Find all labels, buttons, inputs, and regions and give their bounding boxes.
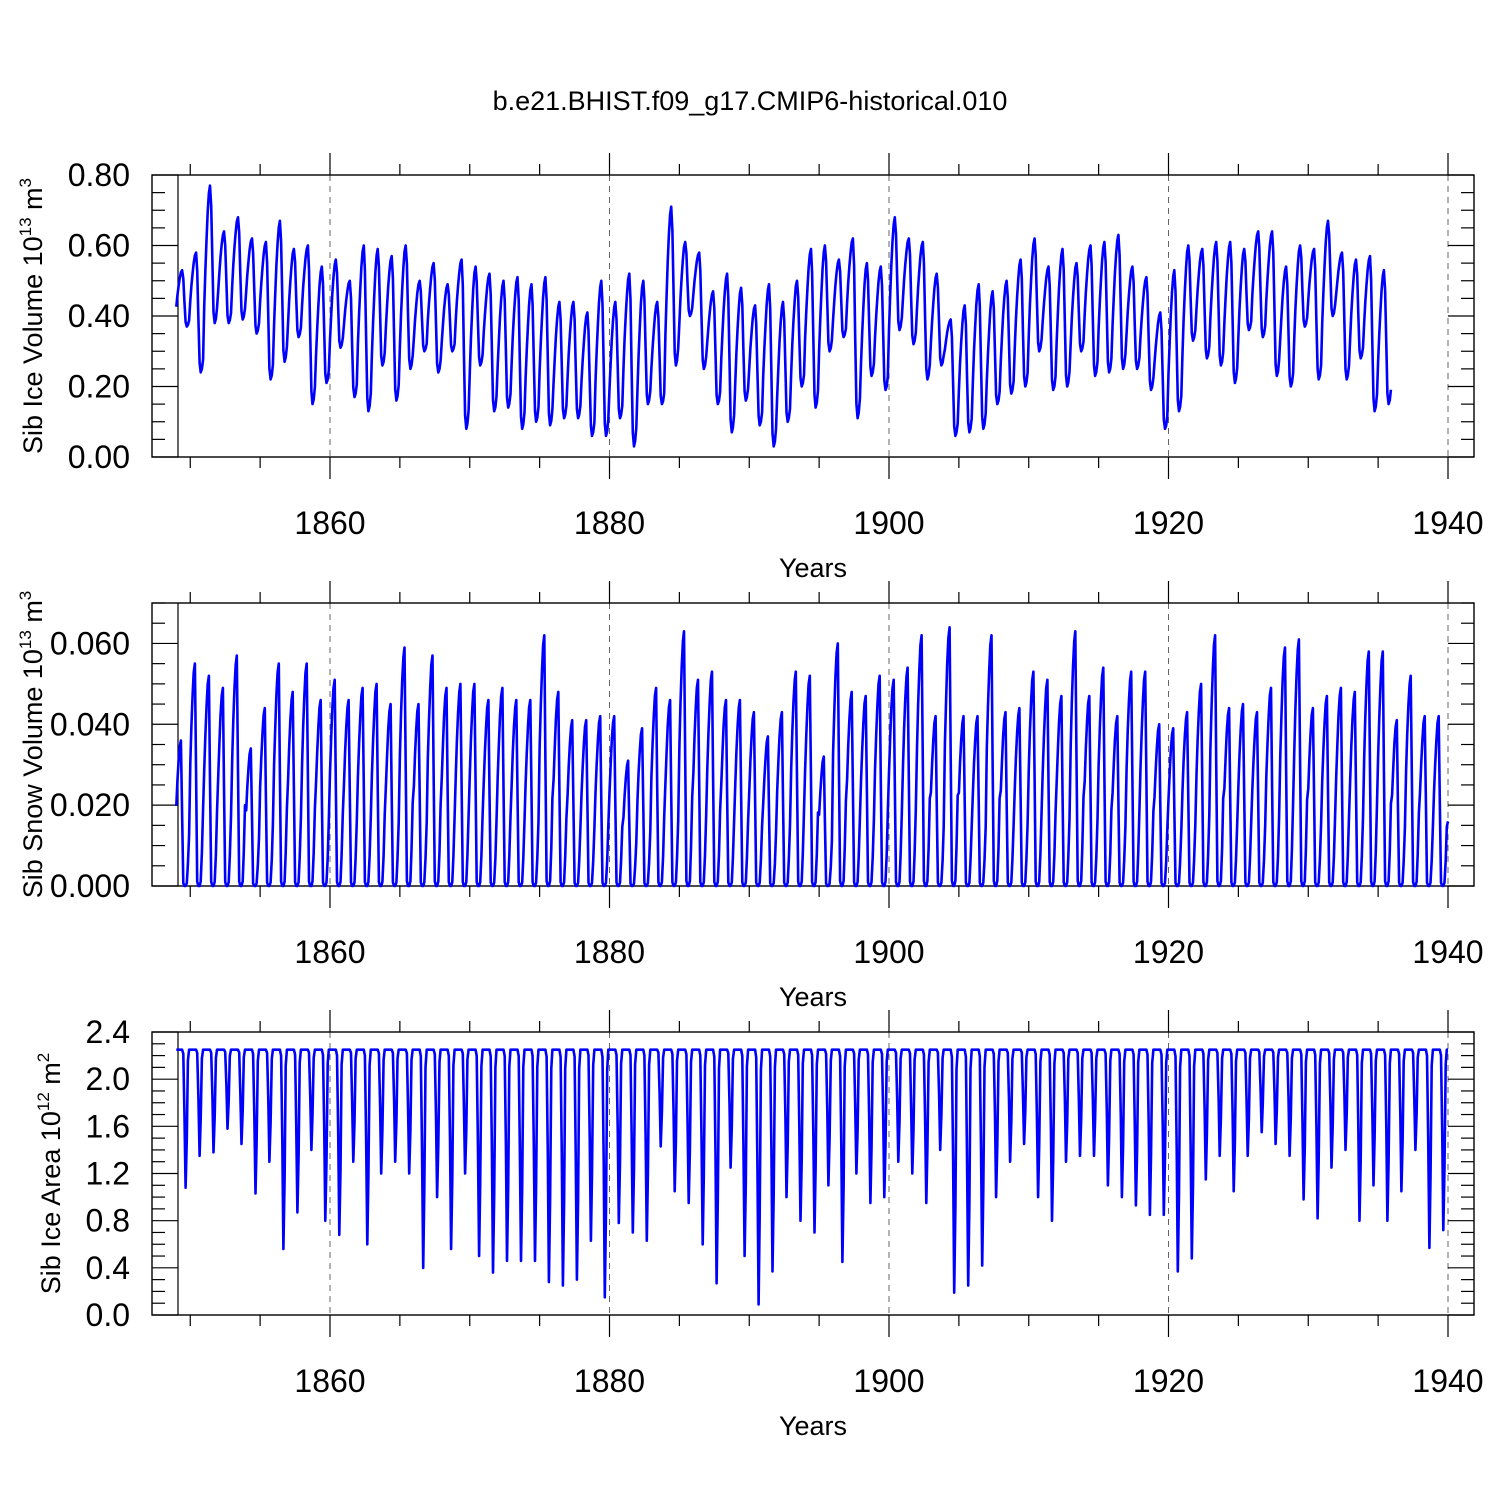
- x-tick-label: 1920: [1133, 934, 1204, 970]
- y-axis-title-unit-exponent: 3: [16, 178, 35, 187]
- x-tick-label: 1900: [853, 934, 924, 970]
- y-tick-label: 0.00: [68, 439, 130, 475]
- y-tick-label: 0.040: [50, 706, 130, 742]
- x-tick-label: 1860: [294, 1363, 365, 1399]
- x-tick-label: 1940: [1412, 934, 1483, 970]
- y-axis-title-text: Sib Snow Volume 10: [18, 649, 48, 898]
- y-tick-label: 0.0: [86, 1297, 130, 1333]
- y-axis-title-exponent: 13: [16, 217, 35, 236]
- x-tick-label: 1920: [1133, 1363, 1204, 1399]
- data-line-series-1: [176, 1048, 1449, 1306]
- x-tick-label: 1860: [294, 934, 365, 970]
- y-axis-title-unit-exponent: 3: [16, 591, 35, 600]
- y-tick-label: 0.80: [68, 157, 130, 193]
- y-axis-title: Sib Ice Area 1012 m2: [34, 1053, 66, 1295]
- y-axis-title-exponent: 13: [16, 630, 35, 649]
- x-tick-label: 1900: [853, 505, 924, 541]
- y-tick-label: 0.000: [50, 868, 130, 904]
- y-tick-label: 2.0: [86, 1061, 130, 1097]
- figure-title: b.e21.BHIST.f09_g17.CMIP6-historical.010: [493, 86, 1008, 116]
- chart-panel-1: 1860 1880 1900 1920 1940 0.00 0.20 0.40 0.60 0.80…: [16, 153, 1484, 583]
- x-tick-label: 1880: [574, 1363, 645, 1399]
- y-tick-label: 0.8: [86, 1203, 130, 1239]
- y-axis-title-unit: m: [36, 1062, 66, 1092]
- panels: 1860 1880 1900 1920 19400.000.200.400.600.80…: [16, 153, 1484, 1441]
- y-axis-title-unit: m: [18, 600, 48, 630]
- chart-panel-3: 1860 1880 1900 1920 1940 0.0 0.4 0.8 1.2 1.6 2.0 2.…: [34, 1010, 1484, 1441]
- chart-panel-2: 1860 1880 1900 1920 1940 0.000 0.020 0.040 0.060…: [16, 581, 1484, 1012]
- data-line-series-1: [175, 626, 1450, 888]
- y-axis-title-text: Sib Ice Area 10: [36, 1111, 66, 1294]
- y-tick-label: 2.4: [86, 1014, 130, 1050]
- x-tick-label: 1880: [574, 934, 645, 970]
- data-line-series-1: [175, 184, 1393, 448]
- y-tick-label: 0.40: [68, 298, 130, 334]
- x-axis-title: Years: [779, 1411, 847, 1441]
- x-tick-label: 1940: [1412, 505, 1483, 541]
- y-axis-title: Sib Ice Volume 1013 m3: [16, 178, 48, 454]
- y-axis-title-unit-exponent: 2: [34, 1053, 53, 1062]
- y-tick-label: 1.2: [86, 1156, 130, 1192]
- x-axis-title: Years: [779, 553, 847, 583]
- y-tick-label: 0.60: [68, 228, 130, 264]
- x-tick-label: 1920: [1133, 505, 1204, 541]
- y-axis-title: Sib Snow Volume 1013 m3: [16, 591, 48, 899]
- y-axis-title-exponent: 12: [34, 1092, 53, 1111]
- y-tick-label: 0.060: [50, 625, 130, 661]
- x-tick-label: 1900: [853, 1363, 924, 1399]
- y-tick-label: 0.20: [68, 369, 130, 405]
- x-tick-label: 1860: [294, 505, 365, 541]
- y-tick-label: 0.020: [50, 787, 130, 823]
- y-tick-label: 1.6: [86, 1108, 130, 1144]
- x-tick-label: 1880: [574, 505, 645, 541]
- x-axis-title: Years: [779, 982, 847, 1012]
- y-tick-label: 0.4: [86, 1250, 130, 1286]
- y-axis-title-unit: m: [18, 187, 48, 217]
- x-tick-label: 1940: [1412, 1363, 1483, 1399]
- y-axis-title-text: Sib Ice Volume 10: [18, 236, 48, 454]
